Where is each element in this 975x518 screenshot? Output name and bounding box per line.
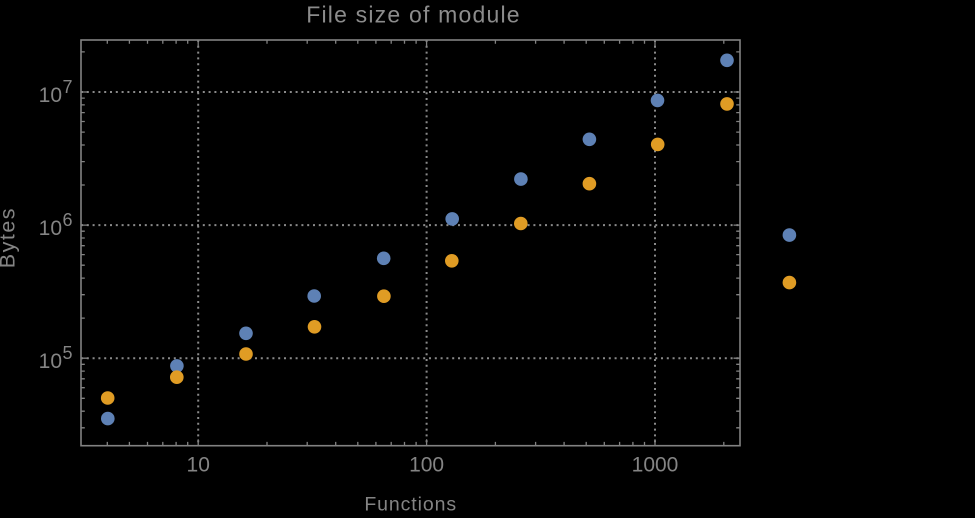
svg-text:10: 10	[39, 217, 62, 240]
svg-text:1000: 1000	[632, 454, 679, 477]
svg-text:10: 10	[39, 350, 62, 373]
svg-text:Functions: Functions	[364, 494, 457, 513]
svg-text:100: 100	[409, 454, 444, 477]
svg-text:File size of module: File size of module	[306, 1, 521, 27]
svg-text:6: 6	[63, 210, 73, 230]
svg-text:7: 7	[63, 77, 73, 97]
svg-text:5: 5	[63, 343, 73, 363]
svg-text:10: 10	[39, 84, 62, 107]
svg-text:10: 10	[187, 454, 210, 477]
svg-text:Bytes: Bytes	[0, 207, 20, 268]
